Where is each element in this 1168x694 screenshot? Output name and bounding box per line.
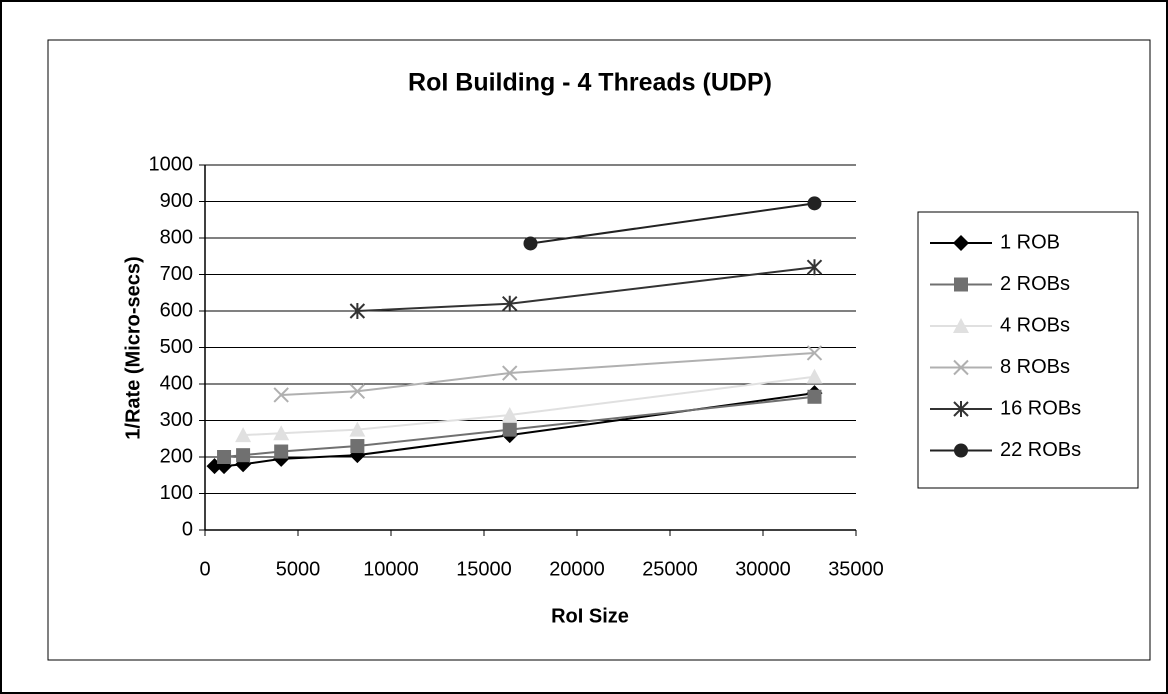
legend-box	[917, 211, 1139, 489]
legend-label: 4 ROBs	[1000, 314, 1070, 336]
marker	[350, 439, 365, 454]
y-tick-label: 800	[160, 226, 193, 248]
x-axis-label: RoI Size	[551, 605, 629, 627]
marker	[501, 407, 518, 423]
marker	[273, 425, 290, 441]
marker	[217, 450, 232, 464]
x-tick-label: 15000	[456, 558, 512, 580]
marker	[806, 259, 823, 276]
series-line	[281, 351, 815, 396]
y-tick-label: 900	[160, 190, 193, 212]
x-tick-label: 25000	[642, 558, 698, 580]
legend-label: 1 ROB	[1000, 231, 1060, 253]
x-tick-label: 10000	[363, 558, 419, 580]
legend-label: 22 ROBs	[1000, 439, 1081, 461]
marker	[502, 365, 518, 381]
marker	[235, 427, 252, 443]
marker	[806, 345, 823, 361]
marker	[349, 303, 366, 319]
marker	[349, 383, 366, 400]
y-tick-label: 500	[160, 336, 193, 358]
marker	[806, 368, 823, 384]
marker	[274, 444, 289, 459]
legend-label: 2 ROBs	[1000, 273, 1070, 295]
marker	[953, 401, 969, 417]
marker	[502, 422, 517, 437]
marker	[273, 387, 289, 403]
y-tick-label: 100	[160, 482, 193, 504]
y-tick-label: 300	[160, 409, 193, 431]
marker	[953, 359, 969, 376]
marker	[349, 421, 366, 437]
x-tick-label: 0	[199, 558, 210, 580]
x-tick-label: 30000	[735, 558, 791, 580]
series-line	[530, 202, 815, 245]
marker	[807, 196, 822, 211]
x-tick-label: 35000	[828, 558, 884, 580]
marker	[523, 236, 538, 251]
chart-title: RoI Building - 4 Threads (UDP)	[408, 69, 772, 97]
legend-label: 8 ROBs	[1000, 356, 1070, 378]
marker	[807, 389, 822, 404]
marker	[236, 448, 251, 463]
y-tick-label: 1000	[149, 153, 194, 175]
legend-label: 16 ROBs	[1000, 397, 1081, 419]
y-tick-label: 400	[160, 372, 193, 394]
marker	[953, 318, 969, 333]
y-tick-label: 0	[182, 518, 193, 540]
y-axis-label: 1/Rate (Micro-secs)	[122, 256, 144, 439]
marker	[502, 295, 518, 312]
y-tick-label: 700	[160, 263, 193, 285]
x-tick-label: 5000	[276, 558, 321, 580]
marker	[954, 277, 968, 292]
x-tick-label: 20000	[549, 558, 605, 580]
marker	[953, 235, 969, 251]
y-tick-label: 200	[160, 445, 193, 467]
y-tick-label: 600	[160, 299, 193, 321]
marker	[954, 443, 968, 458]
